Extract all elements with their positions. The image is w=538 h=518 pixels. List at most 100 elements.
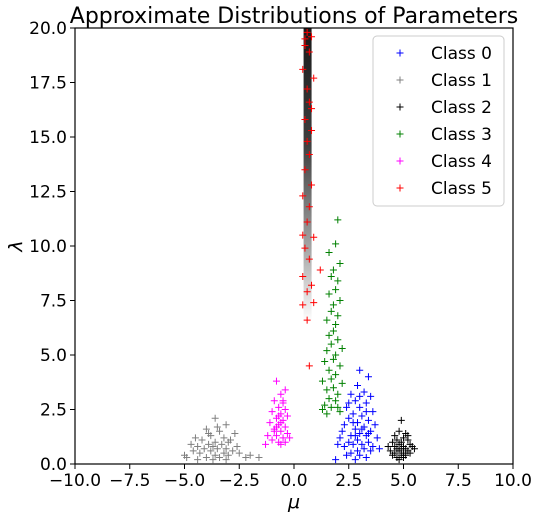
data-point (268, 436, 276, 444)
data-point (299, 273, 307, 281)
data-point (354, 436, 362, 444)
data-point (340, 443, 348, 451)
data-point (360, 445, 368, 453)
data-point (386, 447, 394, 455)
data-point (338, 379, 346, 387)
data-point (301, 116, 309, 124)
data-point (277, 427, 285, 435)
data-point (367, 447, 375, 455)
data-point (213, 445, 221, 453)
data-point (270, 427, 278, 435)
data-point (299, 192, 307, 200)
data-point (310, 299, 318, 307)
density-band-rect (303, 28, 312, 323)
data-point (299, 231, 307, 239)
data-point (327, 340, 335, 348)
x-tick-label: 0.0 (280, 471, 307, 491)
legend-marker (396, 49, 404, 57)
data-point (332, 320, 340, 328)
data-point (220, 434, 228, 442)
data-point (303, 137, 311, 145)
data-point (358, 412, 366, 420)
data-point (305, 255, 313, 263)
data-point (364, 438, 372, 446)
data-point (384, 443, 392, 451)
data-point (349, 440, 357, 448)
data-point (198, 436, 206, 444)
legend-label: Class 2 (431, 98, 492, 118)
data-point (194, 456, 202, 464)
data-point (242, 453, 250, 461)
legend-box (372, 35, 505, 207)
data-point (336, 297, 344, 304)
data-point (338, 427, 346, 435)
data-point (323, 386, 331, 394)
data-point (332, 371, 340, 379)
data-point (310, 74, 318, 82)
x-tick-label: 5.0 (390, 471, 417, 491)
data-point (332, 456, 340, 464)
x-tick-label: −5.0 (164, 471, 205, 491)
data-point (347, 390, 355, 398)
data-point (305, 362, 313, 370)
x-tick-label: −10.0 (49, 471, 101, 491)
series-class-2 (384, 416, 418, 464)
data-point (218, 440, 226, 448)
x-tick-label: 7.5 (445, 471, 472, 491)
data-point (272, 432, 280, 440)
x-tick-label: 2.5 (335, 471, 362, 491)
data-point (305, 203, 313, 211)
data-point (305, 48, 313, 56)
data-point (272, 423, 280, 431)
data-point (336, 362, 344, 370)
data-point (329, 301, 337, 309)
data-point (279, 397, 287, 405)
legend-marker (396, 157, 404, 165)
data-point (340, 421, 348, 429)
legend-label: Class 4 (431, 152, 492, 172)
data-point (308, 33, 316, 41)
data-point (235, 449, 243, 457)
legend-marker (396, 76, 404, 84)
data-point (389, 451, 397, 459)
data-point (406, 449, 414, 457)
data-point (321, 401, 329, 409)
data-point (200, 445, 208, 453)
data-point (325, 395, 333, 403)
data-point (301, 166, 309, 174)
data-point (334, 277, 342, 285)
data-point (395, 447, 403, 455)
data-point (351, 456, 359, 464)
data-point (308, 105, 316, 113)
data-point (345, 414, 353, 422)
data-point (305, 150, 313, 158)
data-point (375, 445, 383, 453)
data-point (325, 290, 333, 298)
data-point (325, 249, 333, 257)
data-point (211, 414, 219, 422)
data-point (255, 453, 263, 461)
data-point (301, 244, 309, 252)
data-point (246, 451, 254, 459)
legend-label: Class 1 (431, 71, 492, 91)
data-point (397, 416, 405, 424)
data-point (349, 410, 357, 418)
data-point (283, 412, 291, 420)
data-point (358, 425, 366, 433)
data-point (318, 406, 326, 413)
data-point (224, 451, 232, 459)
series-class-0 (332, 366, 383, 464)
x-tick-label: 10.0 (494, 471, 532, 491)
x-axis-title: μ (287, 491, 300, 513)
y-axis: 0.0 2.5 5.0 7.5 10.0 12.5 15.0 17.5 20.0 (29, 19, 75, 475)
data-point (264, 432, 272, 440)
data-point (305, 98, 313, 106)
data-point (281, 423, 289, 431)
data-point (329, 327, 337, 335)
data-point (329, 266, 337, 274)
data-point (205, 429, 213, 437)
y-tick-label: 2.5 (40, 401, 67, 421)
data-point (332, 240, 340, 248)
data-point (362, 408, 370, 416)
data-point (222, 456, 230, 464)
